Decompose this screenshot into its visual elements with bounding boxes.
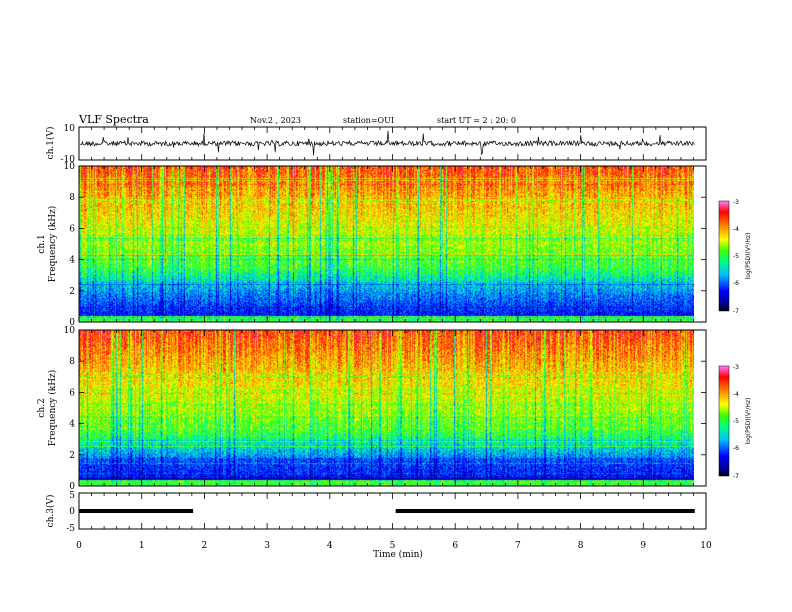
x-tick-label: 1 xyxy=(139,541,145,551)
time-axis-label: Time (min) xyxy=(373,549,423,560)
y-tick-label: 10 xyxy=(64,326,76,336)
ch3-ytick-minus5: -5 xyxy=(66,524,75,534)
ch1-colorbar-scale xyxy=(718,200,730,312)
ch2-colorbar-tick-3: -3 xyxy=(733,364,739,371)
y-tick-label: 4 xyxy=(69,420,75,430)
ch3-ytick-0: 0 xyxy=(69,507,75,517)
ch1-frame xyxy=(78,126,707,161)
ch1-ytick-bottom: -10 xyxy=(61,155,76,165)
ch1-ytick-top: 10 xyxy=(64,124,76,134)
ch2-colorbar-tick-7: -7 xyxy=(733,473,739,480)
ch3-panel: 5 0 -5 ch.3(V) 0 1 2 3 4 5 6 7 8 9 10 Time (min) xyxy=(45,491,712,560)
x-tick-label: 9 xyxy=(640,541,646,551)
ch2-colorbar-label: log(PSD)(V²/Hz) xyxy=(745,398,752,445)
ch3-frame xyxy=(78,492,707,530)
date-label: Nov.2 , 2023 xyxy=(250,116,301,125)
y-tick-label: 2 xyxy=(69,287,75,297)
x-tick-label: 0 xyxy=(76,541,82,551)
x-tick-label: 6 xyxy=(452,541,458,551)
ch1-spectrogram-ylabel-channel: ch.1 xyxy=(37,234,47,253)
ch1-spectrogram-yticklabels: 0 2 4 6 8 10 xyxy=(64,162,706,328)
ch1-ylabel: ch.1(V) xyxy=(45,127,56,160)
time-axis-ticklabels: 0 1 2 3 4 5 6 7 8 9 10 xyxy=(76,541,712,551)
ch1-spectrogram-image xyxy=(79,166,694,322)
start-time-label: start UT = 2 : 20: 0 xyxy=(437,116,516,125)
y-tick-label: 0 xyxy=(69,482,75,492)
ch2-spectrogram-image xyxy=(79,330,694,486)
ch1-colorbar-tick-3: -3 xyxy=(733,199,739,206)
ch1-spectrogram-frame xyxy=(78,165,707,323)
station-label: station=OUI xyxy=(343,116,394,125)
ch2-spectrogram-yticklabels: 0 2 4 6 8 10 xyxy=(64,326,706,492)
x-tick-label: 5 xyxy=(390,541,396,551)
x-tick-label: 3 xyxy=(264,541,270,551)
ch2-spectrogram-panel: 0 2 4 6 8 10 ch.2 Frequency (kHz) -3 -4 -5 -6… xyxy=(37,326,752,492)
y-tick-label: 6 xyxy=(69,224,75,234)
ch1-colorbar-tick-4: -4 xyxy=(733,226,739,233)
figure-title: VLF Spectra xyxy=(78,113,149,126)
x-tick-label: 2 xyxy=(202,541,208,551)
y-tick-label: 8 xyxy=(69,193,75,203)
x-tick-label: 10 xyxy=(700,541,712,551)
y-tick-label: 0 xyxy=(69,318,75,328)
y-tick-label: 2 xyxy=(69,451,75,461)
ch2-colorbar-scale xyxy=(718,365,730,477)
ch1-colorbar-tick-5: -5 xyxy=(733,253,739,260)
ch3-ytick-5: 5 xyxy=(69,491,75,501)
ch2-colorbar-tick-6: -6 xyxy=(733,445,739,452)
x-tick-label: 8 xyxy=(578,541,584,551)
ch1-colorbar-tick-6: -6 xyxy=(733,280,739,287)
ch2-colorbar-tick-4: -4 xyxy=(733,391,739,398)
y-tick-label: 6 xyxy=(69,388,75,398)
y-tick-label: 4 xyxy=(69,256,75,266)
y-tick-label: 8 xyxy=(69,357,75,367)
x-tick-label: 4 xyxy=(327,541,333,551)
ch1-colorbar: -3 -4 -5 -6 -7 log(PSD)(V²/Hz) xyxy=(718,199,752,315)
ch2-spectrogram-ylabel-freq: Frequency (kHz) xyxy=(47,370,58,447)
ch1-spectrogram-ylabel-freq: Frequency (kHz) xyxy=(47,206,58,283)
ch2-spectrogram-frame xyxy=(78,329,707,487)
ch2-colorbar-tick-5: -5 xyxy=(733,418,739,425)
x-tick-label: 7 xyxy=(515,541,521,551)
y-tick-label: 10 xyxy=(64,162,76,172)
ch2-colorbar: -3 -4 -5 -6 -7 log(PSD)(V²/Hz) xyxy=(718,364,752,480)
ch1-spectrogram-panel: 0 2 4 6 8 10 ch.1 Frequency (kHz) -3 -4 -5 -6… xyxy=(37,162,752,328)
ch2-spectrogram-ylabel-channel: ch.2 xyxy=(37,398,47,417)
ch1-waveform-panel: 10 -10 ch.1(V) xyxy=(45,124,707,165)
ch1-colorbar-label: log(PSD)(V²/Hz) xyxy=(745,233,752,280)
ch1-waveform-line xyxy=(79,130,695,156)
ch1-colorbar-tick-7: -7 xyxy=(733,308,739,315)
ch3-ylabel: ch.3(V) xyxy=(45,495,56,528)
